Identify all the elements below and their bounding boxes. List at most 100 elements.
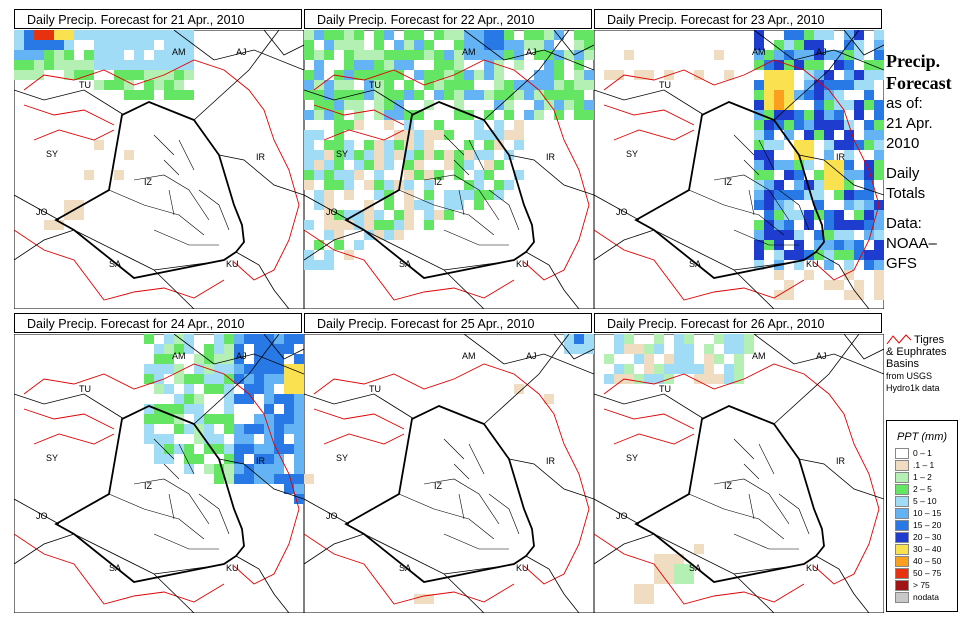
precip-cell bbox=[674, 334, 684, 344]
precip-cell bbox=[474, 190, 484, 200]
precip-cell bbox=[424, 210, 434, 220]
precip-cell bbox=[334, 30, 344, 40]
precip-cell bbox=[184, 60, 194, 70]
country-label: KU bbox=[226, 259, 239, 269]
legend-label: 50 – 75 bbox=[913, 568, 942, 578]
precip-cell bbox=[774, 90, 784, 100]
precip-cell bbox=[814, 250, 824, 260]
country-label: TU bbox=[659, 80, 671, 90]
precip-cell bbox=[164, 404, 174, 414]
precip-cell bbox=[834, 210, 844, 220]
precip-cell bbox=[254, 344, 264, 354]
precip-cell bbox=[694, 374, 704, 384]
precip-cell bbox=[844, 180, 854, 190]
precip-cell bbox=[614, 364, 624, 374]
basin-boundary bbox=[613, 433, 695, 445]
precip-cell bbox=[144, 424, 154, 434]
precip-cell bbox=[164, 414, 174, 424]
basin-boundary bbox=[313, 363, 590, 585]
precip-cell bbox=[274, 474, 284, 484]
panel-title: Daily Precip. Forecast for 23 Apr., 2010 bbox=[594, 9, 882, 29]
precip-cell bbox=[374, 50, 384, 60]
precip-cell bbox=[54, 60, 64, 70]
country-label: AM bbox=[462, 351, 476, 361]
precip-cell bbox=[144, 374, 154, 384]
province-border bbox=[133, 478, 210, 525]
precip-cell bbox=[554, 60, 564, 70]
precip-cell bbox=[164, 80, 174, 90]
precip-cell bbox=[544, 100, 554, 110]
precip-cell bbox=[314, 30, 324, 40]
country-border bbox=[753, 334, 884, 375]
precip-cell bbox=[464, 90, 474, 100]
precip-cell bbox=[344, 60, 354, 70]
precip-cell bbox=[134, 60, 144, 70]
precip-cell bbox=[874, 260, 884, 270]
precip-cell bbox=[34, 50, 44, 60]
precip-cell bbox=[334, 140, 344, 150]
precip-cell bbox=[774, 100, 784, 110]
country-border bbox=[14, 194, 60, 221]
precip-cell bbox=[264, 414, 274, 424]
precip-cell bbox=[394, 70, 404, 80]
precip-cell bbox=[764, 170, 774, 180]
country-border bbox=[153, 573, 195, 613]
precip-cell bbox=[404, 220, 414, 230]
precip-cell bbox=[164, 90, 174, 100]
country-label: JO bbox=[616, 511, 628, 521]
precip-cell bbox=[174, 40, 184, 50]
precip-cell bbox=[44, 220, 54, 230]
precip-cell bbox=[564, 80, 574, 90]
precip-cell bbox=[384, 160, 394, 170]
precip-cell bbox=[504, 80, 514, 90]
precip-cell bbox=[324, 210, 334, 220]
precip-cell bbox=[414, 150, 424, 160]
precip-cell bbox=[874, 270, 884, 280]
precip-cell bbox=[254, 464, 264, 474]
precip-cell bbox=[214, 374, 224, 384]
precip-cell bbox=[374, 180, 384, 190]
precip-cell bbox=[674, 574, 684, 584]
country-border bbox=[218, 458, 304, 500]
basin-boundary bbox=[33, 433, 115, 445]
precip-cell bbox=[304, 50, 314, 60]
precip-cell bbox=[224, 404, 234, 414]
precip-cell bbox=[284, 344, 294, 354]
precip-cell bbox=[794, 120, 804, 130]
country-label: SA bbox=[109, 259, 121, 269]
precip-cell bbox=[854, 70, 864, 80]
precip-cell bbox=[254, 374, 264, 384]
precip-cell bbox=[484, 190, 494, 200]
precip-cell bbox=[344, 220, 354, 230]
precip-cell bbox=[354, 40, 364, 50]
precip-cell bbox=[514, 80, 524, 90]
precip-cell bbox=[164, 50, 174, 60]
precip-cell bbox=[114, 30, 124, 40]
precip-cell bbox=[274, 394, 284, 404]
precip-cell bbox=[284, 394, 294, 404]
precip-cell bbox=[74, 60, 84, 70]
precip-cell bbox=[54, 40, 64, 50]
precip-cell bbox=[814, 30, 824, 40]
precip-cell bbox=[64, 50, 74, 60]
country-border bbox=[553, 334, 594, 360]
precip-cell bbox=[794, 210, 804, 220]
precip-cell bbox=[324, 80, 334, 90]
precip-cell bbox=[254, 364, 264, 374]
precip-cell bbox=[564, 100, 574, 110]
precip-cell bbox=[134, 70, 144, 80]
precip-cell bbox=[304, 170, 314, 180]
precip-cell bbox=[194, 394, 204, 404]
precip-cell bbox=[804, 220, 814, 230]
precip-cell bbox=[274, 344, 284, 354]
province-border bbox=[398, 189, 465, 216]
precip-cell bbox=[764, 210, 774, 220]
precip-cell bbox=[234, 464, 244, 474]
precip-cell bbox=[674, 564, 684, 574]
precip-cell bbox=[324, 90, 334, 100]
precip-cell bbox=[394, 110, 404, 120]
country-label: JO bbox=[36, 207, 48, 217]
precip-cell bbox=[774, 80, 784, 90]
precip-cell bbox=[544, 394, 554, 404]
precip-cell bbox=[544, 40, 554, 50]
